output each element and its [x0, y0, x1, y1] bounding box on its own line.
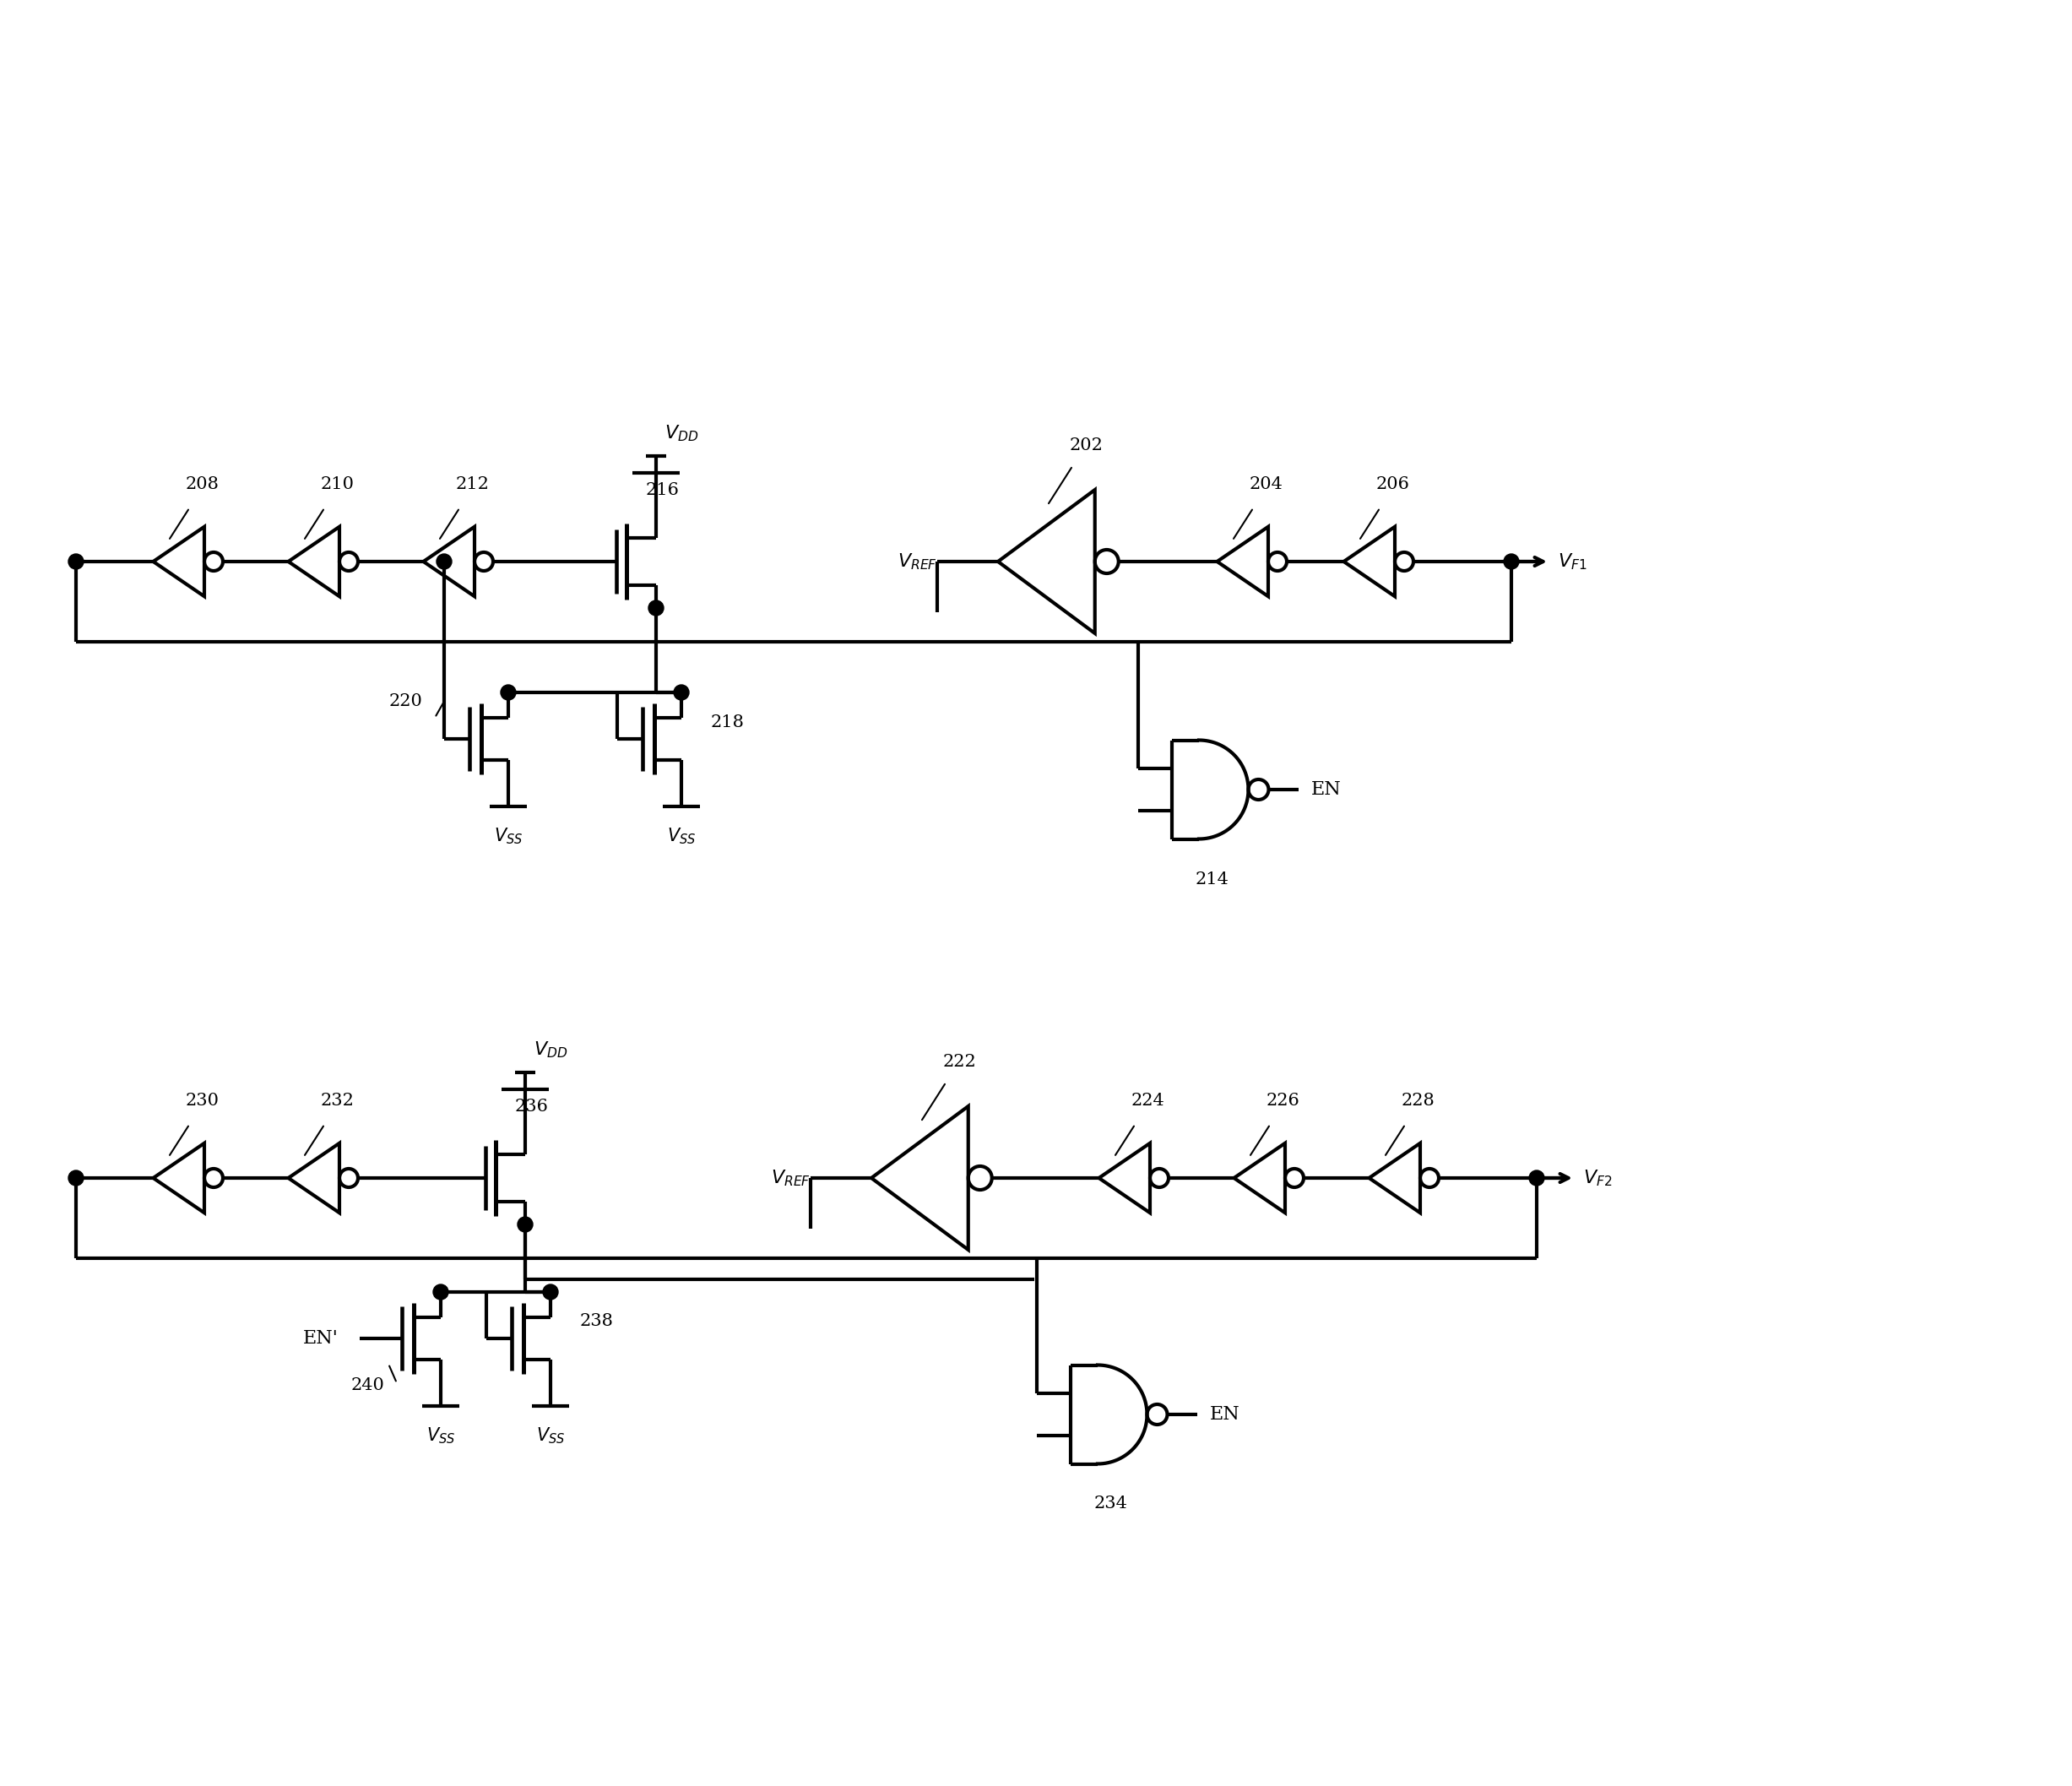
Circle shape [1504, 554, 1519, 570]
Text: $V_{F2}$: $V_{F2}$ [1583, 1168, 1612, 1188]
Text: $V_{DD}$: $V_{DD}$ [535, 1039, 568, 1059]
Text: 228: 228 [1401, 1093, 1434, 1109]
Text: 226: 226 [1266, 1093, 1299, 1109]
Text: $V_{SS}$: $V_{SS}$ [427, 1425, 456, 1445]
Text: 210: 210 [321, 477, 354, 493]
Text: 236: 236 [516, 1098, 549, 1114]
Text: EN: EN [1312, 780, 1341, 798]
Text: $V_{REF}$: $V_{REF}$ [897, 552, 937, 572]
Text: $V_{SS}$: $V_{SS}$ [493, 825, 522, 847]
Text: $V_{F1}$: $V_{F1}$ [1558, 552, 1587, 572]
Text: 212: 212 [456, 477, 489, 493]
Text: EN: EN [1210, 1406, 1239, 1423]
Circle shape [68, 554, 83, 570]
Circle shape [518, 1216, 533, 1232]
Text: 234: 234 [1094, 1497, 1127, 1513]
Text: 214: 214 [1196, 872, 1229, 888]
Circle shape [649, 600, 663, 616]
Text: 206: 206 [1376, 477, 1409, 493]
Text: 232: 232 [321, 1093, 354, 1109]
Text: $V_{SS}$: $V_{SS}$ [537, 1425, 566, 1445]
Circle shape [1529, 1170, 1544, 1186]
Circle shape [68, 1170, 83, 1186]
Circle shape [673, 684, 690, 700]
Text: 208: 208 [184, 477, 220, 493]
Circle shape [437, 554, 452, 570]
Text: $V_{SS}$: $V_{SS}$ [667, 825, 696, 847]
Circle shape [543, 1284, 557, 1300]
Text: 240: 240 [350, 1377, 383, 1393]
Text: 218: 218 [711, 714, 744, 730]
Text: $V_{REF}$: $V_{REF}$ [771, 1168, 810, 1188]
Circle shape [433, 1284, 448, 1300]
Text: 204: 204 [1249, 477, 1283, 493]
Text: 222: 222 [943, 1054, 976, 1070]
Text: 224: 224 [1131, 1093, 1164, 1109]
Text: $V_{DD}$: $V_{DD}$ [665, 423, 698, 443]
Text: 202: 202 [1069, 438, 1102, 454]
Text: 216: 216 [646, 482, 680, 498]
Text: 220: 220 [390, 693, 423, 709]
Circle shape [501, 684, 516, 700]
Text: 238: 238 [580, 1313, 613, 1329]
Text: 230: 230 [184, 1093, 220, 1109]
Text: EN': EN' [303, 1329, 338, 1348]
